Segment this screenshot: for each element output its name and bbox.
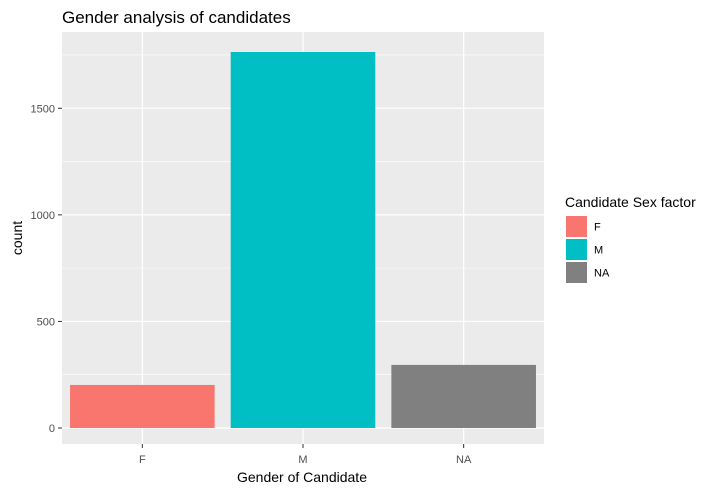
bar-f bbox=[70, 384, 215, 428]
legend-key-na bbox=[566, 262, 587, 283]
x-tick-label: M bbox=[298, 454, 307, 466]
y-tick-label: 1500 bbox=[31, 103, 55, 115]
y-axis-title: count bbox=[9, 221, 25, 255]
bar-m bbox=[230, 52, 376, 428]
bars bbox=[70, 52, 536, 428]
y-tick-label: 500 bbox=[37, 316, 55, 328]
legend-label-na: NA bbox=[594, 268, 610, 280]
bar-na bbox=[391, 364, 536, 428]
legend-items: FM NA bbox=[566, 216, 610, 283]
legend-label-m: M bbox=[594, 245, 603, 257]
legend-title: Candidate Sex factor bbox=[565, 194, 696, 210]
legend-label-f: F bbox=[594, 222, 601, 234]
x-tick-label: F bbox=[139, 454, 146, 466]
chart-title: Gender analysis of candidates bbox=[62, 8, 291, 27]
x-tick-label: NA bbox=[456, 454, 472, 466]
legend: Candidate Sex factor FM NA bbox=[565, 194, 696, 283]
legend-key-f bbox=[566, 216, 587, 237]
legend-key-m bbox=[566, 239, 587, 260]
y-tick-label: 0 bbox=[49, 423, 55, 435]
y-axis-ticks: 0 500 1000 1500 bbox=[31, 103, 62, 435]
x-axis-title: Gender of Candidate bbox=[237, 469, 367, 485]
x-axis-ticks: F M NA bbox=[139, 444, 472, 466]
y-tick-label: 1000 bbox=[31, 210, 55, 222]
